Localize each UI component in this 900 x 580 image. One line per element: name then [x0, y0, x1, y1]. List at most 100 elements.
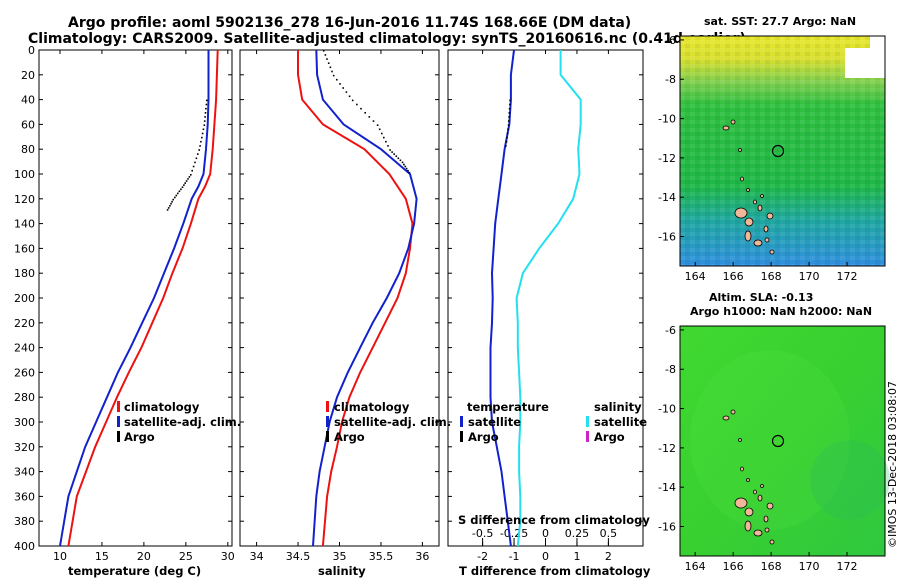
- argo-data-point: [352, 100, 354, 102]
- argo-data-point: [506, 141, 508, 143]
- x-tick-label: 10: [53, 550, 67, 563]
- argo-data-point: [177, 193, 179, 195]
- y-tick-label: 300: [14, 416, 35, 429]
- x-tick-label: 36: [415, 550, 429, 563]
- sst-missing-data: [845, 48, 885, 78]
- argo-data-point: [183, 184, 185, 186]
- island-shape: [764, 516, 768, 522]
- argo-data-point: [182, 186, 184, 188]
- island-shape: [770, 540, 774, 544]
- map-x-tick-label: 166: [723, 270, 744, 283]
- island-shape: [758, 495, 762, 501]
- y-tick-label: 360: [14, 490, 35, 503]
- map-y-tick-label: -16: [658, 521, 676, 534]
- y-tick-label: 100: [14, 168, 35, 181]
- argo-data-point: [172, 199, 174, 201]
- argo-data-point: [369, 116, 371, 118]
- argo-data-point: [385, 141, 387, 143]
- argo-data-point: [373, 120, 375, 122]
- y-tick-label: 220: [14, 317, 35, 330]
- argo-data-point: [407, 170, 409, 172]
- legend-label-t-satellite: satellite: [468, 415, 521, 429]
- argo-data-point: [205, 108, 207, 110]
- salinity-panel-frame: [240, 50, 439, 546]
- imos-watermark: ©IMOS 13-Dec-2018 03:08:07: [886, 381, 899, 548]
- sst-missing-data: [870, 36, 885, 50]
- map-x-tick-label: 166: [723, 560, 744, 573]
- x-tick-label: 35.5: [369, 550, 394, 563]
- island-shape: [731, 410, 735, 414]
- map-x-tick-label: 172: [837, 270, 858, 283]
- secondary-x-tick-label: -0.25: [500, 527, 528, 540]
- island-shape: [765, 238, 769, 242]
- argo-data-point: [505, 145, 507, 147]
- y-tick-label: 340: [14, 466, 35, 479]
- island-shape: [735, 498, 747, 508]
- y-tick-label: 240: [14, 342, 35, 355]
- y-tick-label: 260: [14, 366, 35, 379]
- island-shape: [741, 177, 744, 181]
- map-x-tick-label: 168: [761, 270, 782, 283]
- argo-data-point: [205, 112, 207, 114]
- x-tick-label: -1: [509, 550, 520, 563]
- argo-data-point: [346, 91, 348, 93]
- map-x-tick-label: 170: [799, 270, 820, 283]
- argo-data-point: [356, 104, 358, 106]
- argo-data-point: [509, 108, 511, 110]
- legend-swatch-climatology: [326, 401, 329, 412]
- argo-data-point: [339, 83, 341, 85]
- argo-data-point: [508, 124, 510, 126]
- map-x-tick-label: 164: [685, 560, 706, 573]
- legend-label-climatology: climatology: [334, 400, 410, 414]
- secondary-axis-label: S difference from climatology: [458, 513, 650, 527]
- argo-data-point: [201, 137, 203, 139]
- argo-data-point: [200, 141, 202, 143]
- x-tick-label: -2: [477, 550, 488, 563]
- argo-data-point: [331, 71, 333, 73]
- argo-data-point: [409, 172, 411, 174]
- argo-data-point: [406, 168, 408, 170]
- map-x-tick-label: 170: [799, 560, 820, 573]
- argo-data-point: [176, 195, 178, 197]
- map-y-tick-label: -12: [658, 442, 676, 455]
- map-y-tick-label: -6: [665, 324, 676, 337]
- legend-label-climatology: climatology: [124, 400, 200, 414]
- argo-data-point: [379, 129, 381, 131]
- island-shape: [739, 149, 742, 152]
- argo-data-point: [336, 79, 338, 81]
- y-tick-label: 60: [21, 118, 35, 131]
- legend-swatch-climatology: [117, 401, 120, 412]
- island-shape: [723, 126, 729, 130]
- island-shape: [767, 503, 773, 509]
- argo-data-point: [400, 160, 402, 162]
- argo-data-point: [194, 162, 196, 164]
- argo-data-point: [191, 170, 193, 172]
- island-shape: [754, 200, 757, 204]
- island-shape: [758, 205, 762, 211]
- island-shape: [745, 508, 753, 516]
- argo-data-point: [325, 54, 327, 56]
- argo-data-point: [323, 50, 325, 52]
- y-tick-label: 0: [28, 44, 35, 57]
- island-shape: [745, 521, 751, 531]
- argo-data-point: [509, 100, 511, 102]
- series-line-climatology: [298, 50, 413, 546]
- legend-title-salinity: salinity: [594, 400, 642, 414]
- argo-data-point: [342, 87, 344, 89]
- argo-data-point: [333, 75, 335, 77]
- sla-map-subtitle: Argo h1000: NaN h2000: NaN: [690, 305, 872, 318]
- argo-data-point: [198, 149, 200, 151]
- argo-data-point: [168, 207, 170, 209]
- island-shape: [767, 213, 773, 219]
- argo-data-point: [204, 116, 206, 118]
- argo-data-point: [360, 108, 362, 110]
- legend-swatch-t-satellite: [460, 416, 463, 427]
- map-y-tick-label: -10: [658, 113, 676, 126]
- argo-data-point: [193, 166, 195, 168]
- map-y-tick-label: -14: [658, 191, 676, 204]
- x-tick-label: 20: [137, 550, 151, 563]
- legend-swatch-s-argo: [586, 431, 589, 442]
- y-tick-label: 380: [14, 515, 35, 528]
- island-shape: [735, 208, 747, 218]
- difference-legend-temperature: temperature satellite Argo: [460, 400, 549, 444]
